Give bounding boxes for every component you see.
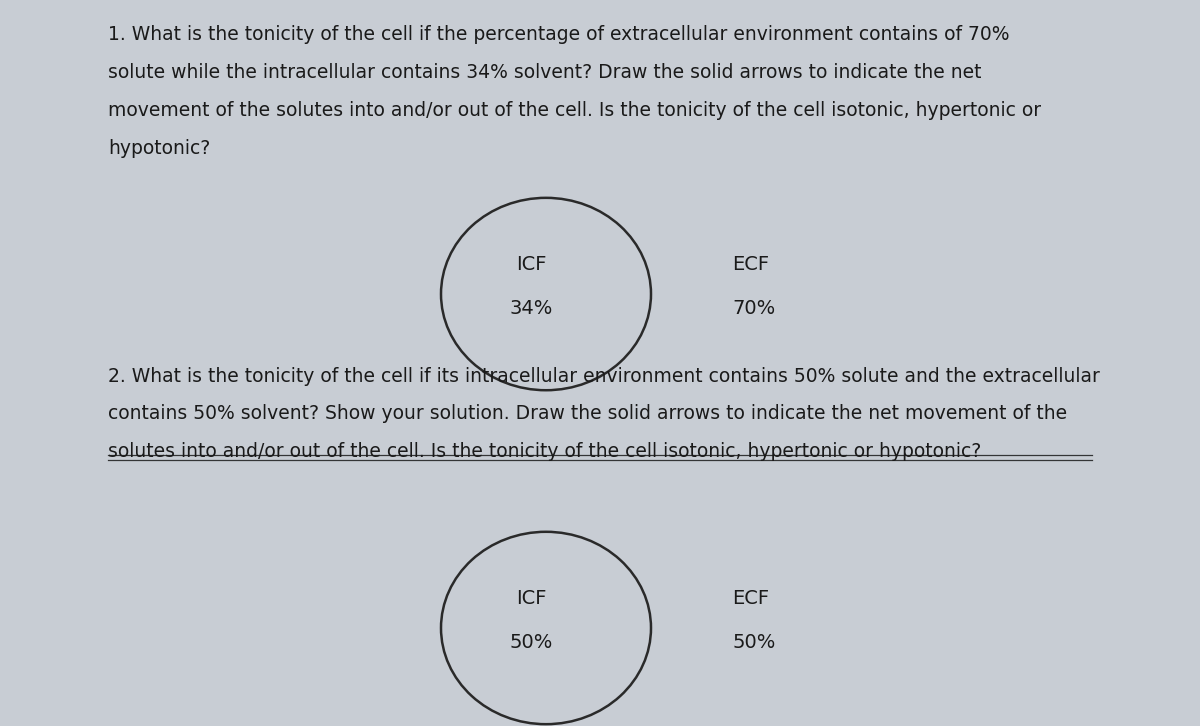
Text: ECF: ECF: [732, 590, 769, 608]
Text: 34%: 34%: [510, 299, 553, 318]
Text: 1. What is the tonicity of the cell if the percentage of extracellular environme: 1. What is the tonicity of the cell if t…: [108, 25, 1009, 44]
Text: ICF: ICF: [516, 256, 547, 274]
Text: 50%: 50%: [732, 633, 775, 652]
Text: contains 50% solvent? Show your solution. Draw the solid arrows to indicate the : contains 50% solvent? Show your solution…: [108, 404, 1067, 423]
Text: 2. What is the tonicity of the cell if its intracellular environment contains 50: 2. What is the tonicity of the cell if i…: [108, 367, 1100, 386]
Text: 70%: 70%: [732, 299, 775, 318]
Text: hypotonic?: hypotonic?: [108, 139, 210, 158]
Text: 50%: 50%: [510, 633, 553, 652]
Text: ICF: ICF: [516, 590, 547, 608]
Text: solutes into and/or out of the cell. Is the tonicity of the cell isotonic, hyper: solutes into and/or out of the cell. Is …: [108, 442, 982, 461]
Text: movement of the solutes into and/or out of the cell. Is the tonicity of the cell: movement of the solutes into and/or out …: [108, 101, 1042, 120]
Text: ECF: ECF: [732, 256, 769, 274]
Text: solute while the intracellular contains 34% solvent? Draw the solid arrows to in: solute while the intracellular contains …: [108, 63, 982, 82]
